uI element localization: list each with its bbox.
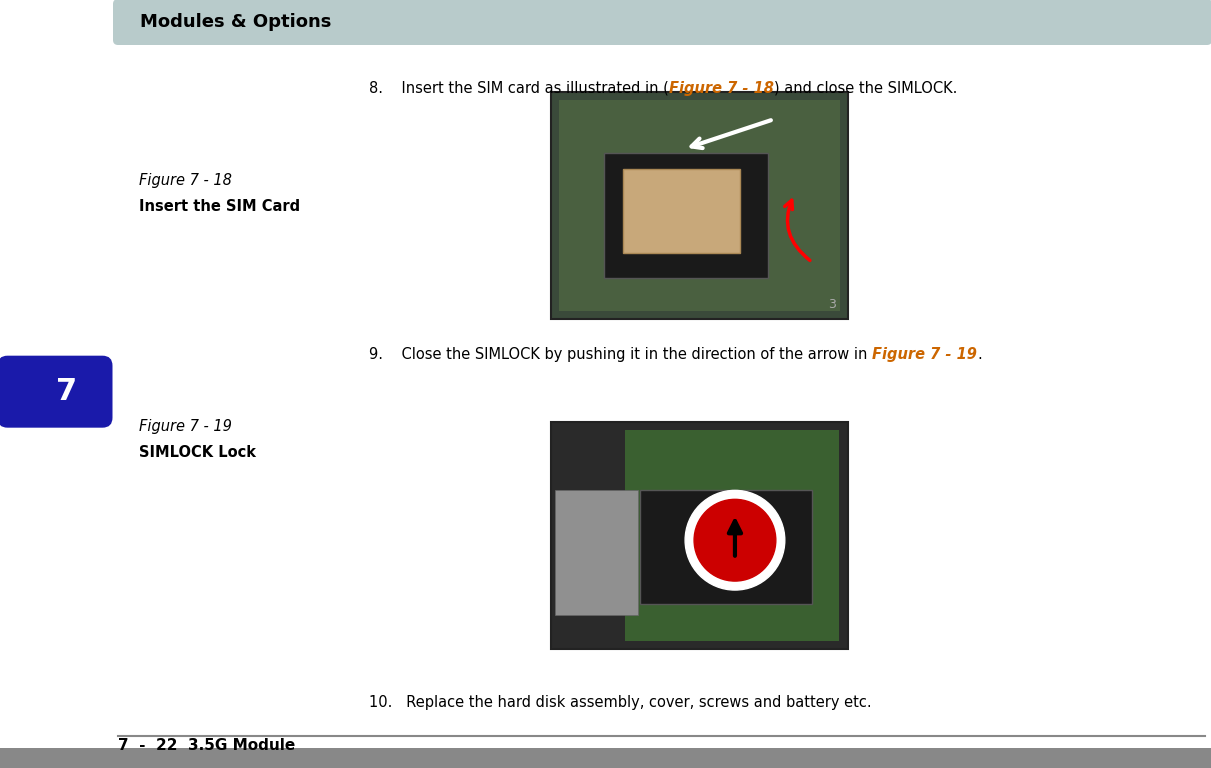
- Text: Insert the SIM Card: Insert the SIM Card: [139, 199, 300, 214]
- Text: SIMLOCK Lock: SIMLOCK Lock: [139, 445, 257, 459]
- Bar: [555, 491, 638, 615]
- FancyBboxPatch shape: [0, 356, 113, 428]
- Bar: [625, 430, 839, 641]
- Text: 8.    Insert the SIM card as illustrated in (: 8. Insert the SIM card as illustrated in…: [369, 81, 670, 96]
- Text: ) and close the SIMLOCK.: ) and close the SIMLOCK.: [774, 81, 958, 96]
- Text: Figure 7 - 19: Figure 7 - 19: [139, 419, 233, 434]
- Circle shape: [694, 499, 776, 581]
- Bar: [551, 422, 848, 649]
- FancyBboxPatch shape: [624, 170, 740, 253]
- Text: Figure 7 - 18: Figure 7 - 18: [670, 81, 774, 96]
- Text: 7: 7: [57, 377, 78, 406]
- Bar: [0, 748, 1211, 768]
- FancyBboxPatch shape: [113, 0, 1211, 45]
- Text: Figure 7 - 18: Figure 7 - 18: [139, 173, 233, 188]
- Bar: [639, 491, 813, 604]
- Text: .: .: [977, 347, 982, 362]
- Text: 3: 3: [828, 298, 836, 311]
- Text: 9.    Close the SIMLOCK by pushing it in the direction of the arrow in: 9. Close the SIMLOCK by pushing it in th…: [369, 347, 872, 362]
- Bar: [551, 92, 848, 319]
- Bar: [559, 100, 839, 311]
- Text: 7  -  22  3.5G Module: 7 - 22 3.5G Module: [117, 738, 295, 753]
- Text: Modules & Options: Modules & Options: [140, 13, 332, 31]
- Text: 10.   Replace the hard disk assembly, cover, screws and battery etc.: 10. Replace the hard disk assembly, cove…: [369, 695, 872, 710]
- Circle shape: [685, 491, 785, 590]
- Bar: [604, 154, 768, 278]
- Text: Figure 7 - 19: Figure 7 - 19: [872, 347, 977, 362]
